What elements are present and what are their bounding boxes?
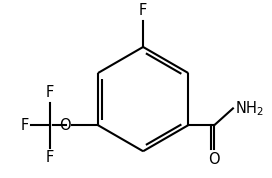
Text: F: F: [45, 150, 54, 165]
Text: O: O: [59, 118, 71, 133]
Text: F: F: [45, 85, 54, 100]
Text: NH$_2$: NH$_2$: [235, 99, 264, 118]
Text: F: F: [21, 118, 29, 133]
Text: F: F: [139, 3, 147, 18]
Text: O: O: [209, 152, 220, 167]
